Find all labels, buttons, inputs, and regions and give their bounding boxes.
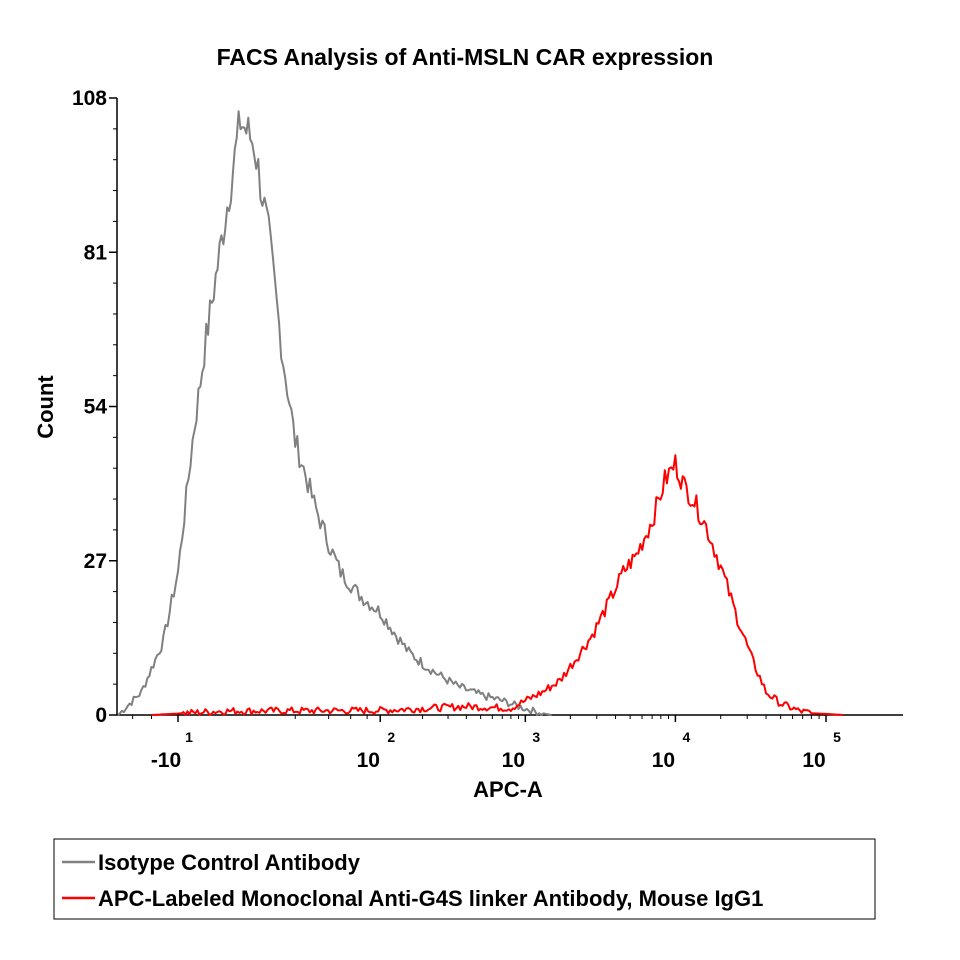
x-tick-exponent: 2 [387, 729, 395, 745]
x-tick-label: -10 [151, 749, 181, 772]
series-line-isotype [117, 110, 552, 716]
x-tick-label: 10 [802, 749, 825, 772]
y-tick-label: 0 [95, 704, 107, 727]
series-lines [117, 110, 844, 716]
x-tick-label: 10 [652, 749, 675, 772]
x-tick-label: 10 [502, 749, 525, 772]
y-axis-ticks: 0 27 54 81 108 [72, 87, 117, 727]
x-tick-exponent: 3 [532, 729, 540, 745]
y-tick-label: 27 [84, 550, 107, 573]
x-tick-label: 10 [357, 749, 380, 772]
series-line-apc [151, 454, 844, 716]
y-axis-label: Count [33, 375, 58, 439]
x-tick-exponent: 5 [833, 729, 841, 745]
chart-title: FACS Analysis of Anti-MSLN CAR expressio… [217, 44, 714, 70]
legend: Isotype Control Antibody APC-Labeled Mon… [53, 838, 876, 920]
legend-box [53, 838, 876, 920]
plot-axes [116, 98, 903, 716]
x-axis-label: APC-A [473, 777, 543, 802]
y-tick-label: 54 [84, 396, 108, 419]
y-tick-label: 108 [72, 87, 107, 110]
legend-label-apc: APC-Labeled Monoclonal Anti-G4S linker A… [98, 886, 763, 911]
x-axis-ticks: -101 10 2 10 3 10 4 10 5 [132, 715, 841, 772]
legend-label-isotype: Isotype Control Antibody [98, 850, 361, 875]
x-tick-exponent: 1 [185, 729, 193, 745]
y-tick-label: 81 [84, 241, 108, 264]
x-tick-exponent: 4 [683, 729, 691, 745]
